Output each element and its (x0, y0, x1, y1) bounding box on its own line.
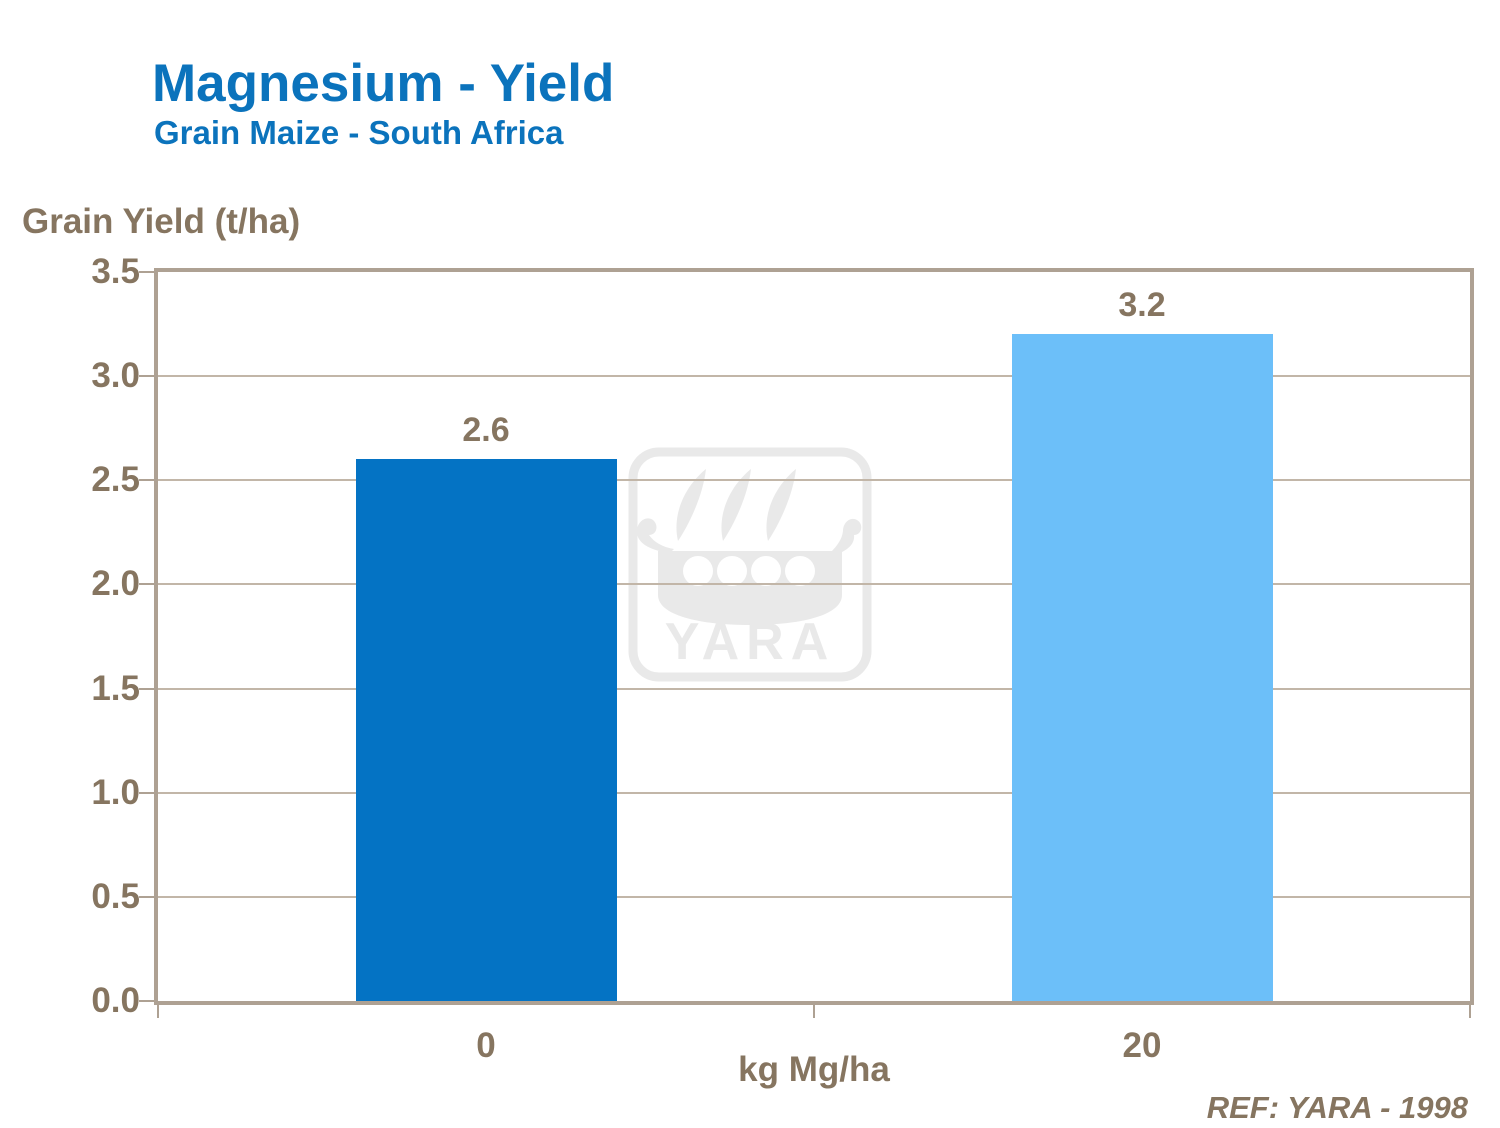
yara-viking-ship-logo-icon: YARA (628, 447, 872, 682)
y-tick-mark (139, 271, 158, 273)
gridline (158, 375, 1470, 378)
y-tick-label: 1.5 (91, 668, 140, 708)
y-tick-mark (139, 583, 158, 586)
y-tick-mark (139, 895, 158, 898)
y-tick-label: 0.0 (91, 981, 140, 1020)
sails-icon (676, 469, 796, 541)
gridline (158, 687, 1470, 690)
x-tick-mark (813, 1005, 815, 1018)
bar-value-label: 2.6 (462, 411, 510, 449)
gridline (158, 583, 1470, 586)
x-category-label: 20 (1122, 1026, 1162, 1065)
y-tick-label: 3.5 (91, 252, 140, 291)
x-tick-mark (1469, 1005, 1471, 1018)
ship-hull-icon (636, 518, 862, 625)
y-tick-mark (139, 479, 158, 482)
y-axis-title: Grain Yield (t/ha) (22, 202, 301, 241)
watermark-frame (628, 447, 872, 682)
chart-title: Magnesium - Yield (152, 54, 615, 113)
bar-20 (1011, 334, 1273, 1001)
y-tick-mark (139, 687, 158, 690)
x-axis-title: kg Mg/ha (738, 1050, 890, 1089)
y-tick-label: 0.5 (91, 876, 140, 916)
y-tick-label: 2.0 (91, 564, 140, 604)
plot-area: YARA 2.6 3.2 (154, 268, 1474, 1005)
y-tick-label: 2.5 (91, 460, 140, 500)
gridline (158, 791, 1470, 794)
chart-subtitle: Grain Maize - South Africa (154, 114, 564, 151)
y-tick-mark (139, 1000, 158, 1002)
y-tick-label: 1.0 (91, 772, 140, 812)
gridline (158, 479, 1470, 482)
bar-value-label: 3.2 (1118, 286, 1166, 324)
x-category-label: 0 (476, 1026, 496, 1065)
y-tick-mark (139, 375, 158, 378)
y-tick-label: 3.0 (91, 356, 140, 396)
x-tick-mark (157, 1005, 159, 1018)
watermark-wordmark: YARA (665, 613, 836, 671)
gridline (158, 895, 1470, 898)
bar-0 (355, 459, 617, 1001)
reference-note: REF: YARA - 1998 (1206, 1090, 1468, 1125)
y-tick-mark (139, 791, 158, 794)
